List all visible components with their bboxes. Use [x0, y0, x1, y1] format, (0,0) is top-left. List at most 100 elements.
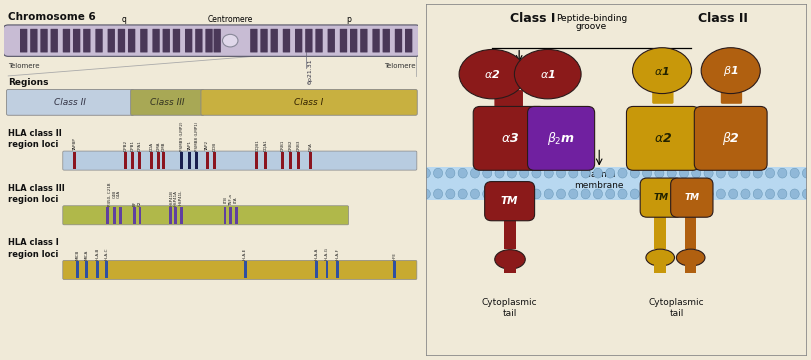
Bar: [500, 152, 520, 168]
Bar: [213, 152, 216, 169]
Ellipse shape: [483, 168, 491, 178]
FancyBboxPatch shape: [84, 29, 91, 53]
Ellipse shape: [421, 168, 431, 178]
Text: $\beta_2$m: $\beta_2$m: [547, 130, 575, 147]
Ellipse shape: [618, 189, 627, 199]
Ellipse shape: [741, 189, 750, 199]
Bar: [654, 207, 666, 249]
FancyBboxPatch shape: [201, 90, 417, 115]
Ellipse shape: [483, 189, 491, 199]
FancyBboxPatch shape: [131, 90, 204, 115]
Bar: [106, 207, 109, 224]
Bar: [336, 261, 339, 278]
Text: Cytoplasmic
tail: Cytoplasmic tail: [482, 298, 538, 318]
FancyBboxPatch shape: [62, 29, 70, 53]
Text: Centromere: Centromere: [208, 15, 253, 24]
Ellipse shape: [606, 168, 615, 178]
Text: region loci: region loci: [8, 249, 58, 258]
Ellipse shape: [618, 168, 627, 178]
Text: HLA-E: HLA-E: [243, 248, 247, 260]
Text: region loci: region loci: [8, 195, 58, 204]
Text: LTB
TNF-a
LTA: LTB TNF-a LTA: [224, 194, 238, 206]
Ellipse shape: [495, 250, 526, 269]
Ellipse shape: [790, 168, 799, 178]
FancyBboxPatch shape: [140, 29, 148, 53]
Ellipse shape: [532, 189, 541, 199]
Ellipse shape: [458, 189, 467, 199]
Ellipse shape: [753, 189, 762, 199]
FancyBboxPatch shape: [305, 29, 312, 53]
Bar: [119, 207, 122, 224]
Ellipse shape: [434, 168, 443, 178]
FancyBboxPatch shape: [671, 178, 713, 217]
Ellipse shape: [594, 189, 603, 199]
Ellipse shape: [704, 168, 713, 178]
FancyBboxPatch shape: [62, 206, 349, 225]
Text: TM: TM: [654, 193, 669, 202]
Text: $\beta$1: $\beta$1: [723, 64, 739, 78]
Text: Cytoplasmic
tail: Cytoplasmic tail: [649, 298, 705, 318]
Text: $\alpha$3: $\alpha$3: [500, 132, 519, 145]
Ellipse shape: [569, 168, 578, 178]
FancyBboxPatch shape: [20, 29, 28, 53]
FancyBboxPatch shape: [118, 29, 125, 53]
Text: TAP1: TAP1: [188, 141, 192, 151]
FancyBboxPatch shape: [283, 29, 290, 53]
Ellipse shape: [766, 168, 775, 178]
FancyBboxPatch shape: [395, 29, 402, 53]
FancyBboxPatch shape: [185, 29, 192, 53]
Bar: [224, 207, 226, 224]
Text: TM: TM: [501, 196, 518, 206]
Text: region loci: region loci: [8, 140, 58, 149]
Bar: [654, 254, 666, 274]
Text: DRA: DRA: [308, 142, 312, 151]
FancyBboxPatch shape: [108, 29, 115, 53]
FancyBboxPatch shape: [315, 29, 323, 53]
Bar: [281, 152, 284, 169]
Ellipse shape: [802, 168, 811, 178]
Bar: [180, 152, 183, 169]
Ellipse shape: [569, 189, 578, 199]
Text: $\alpha$1: $\alpha$1: [540, 68, 556, 80]
Ellipse shape: [556, 189, 565, 199]
FancyBboxPatch shape: [295, 29, 303, 53]
Text: DRB3: DRB3: [297, 140, 301, 151]
Ellipse shape: [556, 168, 565, 178]
Ellipse shape: [702, 48, 760, 94]
Text: HLA-C: HLA-C: [105, 248, 109, 260]
Bar: [685, 207, 697, 249]
FancyBboxPatch shape: [30, 29, 37, 53]
Bar: [298, 152, 300, 169]
Text: MICB: MICB: [75, 250, 79, 260]
Ellipse shape: [222, 34, 238, 47]
Text: Regions: Regions: [8, 78, 49, 87]
Bar: [85, 261, 88, 278]
FancyBboxPatch shape: [173, 29, 180, 53]
Ellipse shape: [728, 168, 738, 178]
Ellipse shape: [778, 168, 787, 178]
Ellipse shape: [495, 168, 504, 178]
Bar: [195, 152, 199, 169]
Ellipse shape: [642, 168, 652, 178]
Ellipse shape: [544, 168, 553, 178]
Text: Peptide-binding: Peptide-binding: [556, 14, 627, 23]
Text: HLA-B: HLA-B: [96, 248, 100, 260]
FancyBboxPatch shape: [474, 107, 546, 170]
Ellipse shape: [470, 168, 479, 178]
Ellipse shape: [667, 168, 676, 178]
Ellipse shape: [434, 189, 443, 199]
Ellipse shape: [459, 49, 526, 99]
Text: DQB1: DQB1: [255, 139, 259, 151]
Ellipse shape: [753, 168, 762, 178]
Bar: [105, 261, 109, 278]
Text: MICA: MICA: [85, 250, 89, 260]
FancyBboxPatch shape: [495, 90, 523, 108]
Ellipse shape: [458, 168, 467, 178]
Bar: [315, 261, 318, 278]
FancyBboxPatch shape: [213, 29, 221, 53]
Text: DOA: DOA: [149, 142, 153, 151]
Text: Class I: Class I: [510, 12, 556, 26]
Bar: [504, 207, 516, 249]
Ellipse shape: [766, 189, 775, 199]
Text: HLA class II: HLA class II: [8, 129, 62, 138]
